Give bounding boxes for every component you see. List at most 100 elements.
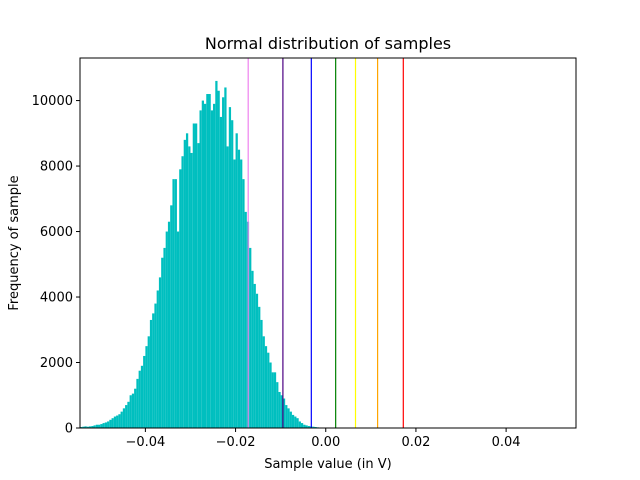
histogram-bar	[147, 336, 150, 428]
histogram-bar	[158, 277, 162, 428]
histogram-bar	[91, 426, 94, 428]
y-tick-label: 2000	[40, 356, 73, 371]
histogram-bar	[179, 169, 182, 428]
histogram-bar	[255, 293, 259, 428]
histogram-bar	[176, 231, 180, 428]
histogram-bar	[201, 100, 204, 428]
histogram-bar	[226, 146, 229, 428]
histogram-bar	[152, 313, 155, 428]
histogram-bar	[100, 424, 103, 428]
histogram-bar	[213, 103, 216, 429]
y-axis-label: Frequency of sample	[7, 175, 22, 310]
histogram-bar	[289, 411, 292, 428]
histogram-bar	[231, 120, 234, 428]
marker-lines	[247, 58, 404, 428]
histogram-bar	[271, 372, 274, 428]
histogram-bar	[235, 133, 238, 428]
histogram-bar	[170, 205, 173, 428]
histogram-bar	[217, 90, 220, 429]
histogram-bar	[278, 391, 281, 428]
x-tick-label: 0.02	[401, 435, 430, 450]
histogram-bar	[194, 123, 198, 428]
histogram-bar	[174, 179, 177, 428]
histogram-bar	[161, 257, 164, 428]
histogram-bar	[305, 425, 308, 428]
histogram-bar	[84, 426, 87, 428]
chart-title: Normal distribution of samples	[205, 34, 451, 53]
histogram-bar	[264, 346, 268, 428]
histogram-bar	[240, 159, 243, 428]
histogram-bar	[312, 426, 315, 428]
histogram-bar	[192, 123, 195, 428]
histogram-bar	[197, 143, 200, 428]
histogram-bar	[258, 306, 261, 428]
histogram-bar	[156, 290, 159, 428]
histogram-bar	[149, 319, 153, 428]
histogram-bar	[242, 179, 245, 428]
histogram-bar	[206, 94, 209, 428]
histogram-bar	[298, 421, 301, 428]
histogram-bar	[276, 382, 279, 428]
x-axis-label: Sample value (in V)	[264, 457, 392, 472]
x-tick-label: 0.00	[311, 435, 340, 450]
histogram-bar	[113, 416, 117, 428]
histogram-bar	[300, 423, 304, 428]
histogram-bar	[208, 94, 211, 428]
histogram-bar	[222, 97, 225, 428]
histogram-bar	[253, 283, 256, 428]
histogram-bar	[165, 231, 168, 428]
y-tick-label: 10000	[32, 94, 73, 109]
histogram-bar	[204, 103, 207, 429]
histogram-bar	[109, 419, 112, 428]
histogram-bar	[98, 424, 101, 428]
histogram-bar	[167, 221, 171, 428]
histogram-bar	[228, 107, 232, 428]
x-tick-label: −0.04	[125, 435, 165, 450]
histogram-bar	[210, 110, 214, 429]
histogram-bar	[118, 414, 121, 428]
histogram-bar	[86, 426, 90, 428]
histogram-bar	[291, 414, 295, 428]
histogram-bar	[93, 425, 96, 428]
histogram-bar	[303, 424, 306, 428]
histogram-bar	[273, 372, 277, 428]
histogram-bar	[188, 146, 191, 428]
histogram-bar	[267, 352, 270, 428]
y-tick-label: 6000	[40, 225, 73, 240]
y-tick-label: 4000	[40, 291, 73, 306]
histogram-bar	[111, 418, 114, 428]
histogram-bar	[294, 416, 297, 428]
histogram-bar	[131, 393, 135, 428]
histogram-bar	[172, 179, 175, 428]
histogram-bar	[307, 426, 310, 428]
histogram-bar	[215, 80, 218, 429]
histogram-bar	[120, 411, 123, 428]
histogram-bar	[224, 87, 227, 428]
histogram-bar	[89, 426, 92, 428]
histogram-bar	[122, 408, 126, 428]
histogram-bar	[181, 156, 184, 428]
histogram-bar	[163, 247, 166, 428]
plot-frame	[79, 57, 577, 429]
y-axis-ticks: 0 2000 4000 6000 8000 10000	[32, 94, 80, 437]
histogram-bar	[134, 388, 137, 428]
histogram-bar	[183, 139, 186, 429]
histogram-bar	[233, 159, 236, 428]
histogram-bar	[154, 303, 157, 428]
histogram-bar	[125, 405, 128, 428]
x-tick-label: −0.02	[216, 435, 256, 450]
histogram-bar	[249, 247, 252, 428]
histogram-bar	[282, 398, 286, 428]
histogram-bar	[190, 152, 193, 428]
histogram-bar	[82, 426, 85, 428]
histogram-bar	[145, 346, 148, 428]
histogram-bar	[260, 319, 263, 428]
histogram-bar	[104, 422, 108, 428]
histogram-bar	[140, 365, 144, 428]
histogram-bar	[244, 211, 247, 428]
y-tick-label: 8000	[40, 160, 73, 175]
histogram-bar	[129, 395, 132, 428]
histogram-bar	[262, 336, 265, 428]
histogram-bar	[237, 149, 241, 429]
